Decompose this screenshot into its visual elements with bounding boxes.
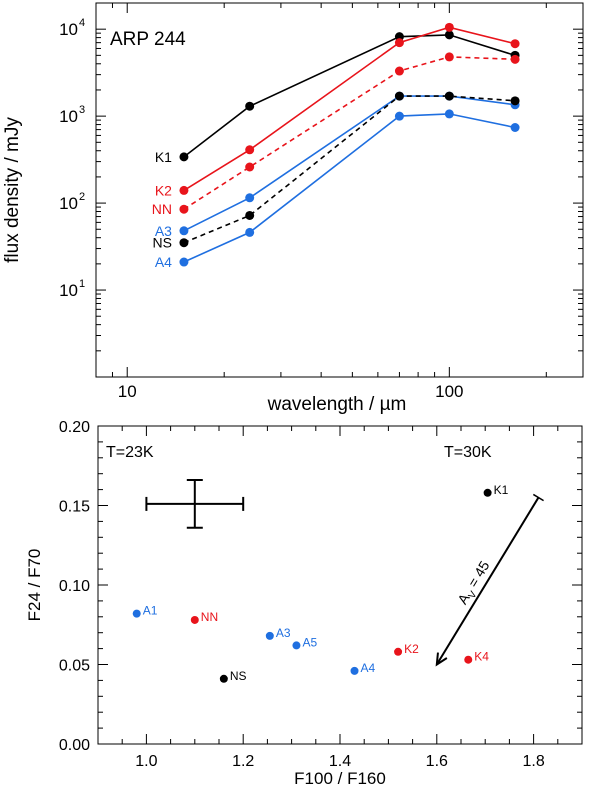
top-y-tick-label: 10 [59, 194, 78, 213]
point-label-ns: NS [230, 669, 247, 683]
annotation-t30k: T=30K [444, 444, 492, 461]
bottom-plot-frame [97, 425, 583, 745]
series-label-a3: A3 [155, 223, 172, 239]
top-series-lines [183, 26, 516, 263]
top-y-tick-exponent: 4 [79, 17, 85, 29]
point-nn [394, 66, 404, 76]
series-label-k1: K1 [155, 149, 172, 165]
point-ns [179, 238, 189, 248]
bottom-chart: 1.0 1.2 1.4 1.6 1.8 0.00 0.05 0.10 0.15 0.20 K1 A1… [25, 419, 583, 788]
bottom-y-tick-label: 0.05 [59, 658, 90, 675]
point-label-a4: A4 [361, 661, 376, 675]
point-nn [444, 52, 454, 62]
series-line-k2 [183, 26, 516, 192]
point-ns [510, 96, 520, 106]
point-a4 [394, 111, 404, 121]
series-line-k1 [183, 34, 516, 158]
point-nn [510, 54, 520, 64]
point-a3 [245, 193, 255, 203]
point-label-a3: A3 [276, 626, 291, 640]
bottom-x-tick-label: 1.6 [426, 753, 448, 770]
bottom-x-tick-label: 1.8 [522, 753, 544, 770]
series-label-ns: NS [152, 235, 171, 251]
point-label-k1: K1 [494, 483, 509, 497]
point-nn [179, 204, 189, 214]
top-y-tick-label: 10 [59, 20, 78, 39]
vector-tail-cap [532, 493, 544, 502]
point-k4 [464, 655, 473, 664]
bottom-points: K1 A1 NN A3 A5 K2 K4 A4 NS [132, 483, 509, 683]
top-y-tick-exponent: 2 [79, 191, 85, 203]
point-k1 [179, 152, 189, 162]
point-k1 [444, 30, 454, 40]
point-nn [245, 162, 255, 172]
point-a4 [179, 257, 189, 267]
series-label-k2: K2 [155, 182, 172, 198]
point-ns [444, 91, 454, 101]
top-x-axis-label: wavelength / µm [267, 394, 407, 415]
series-line-a3 [183, 95, 516, 232]
bottom-x-tick-label: 1.0 [135, 753, 157, 770]
point-a3 [265, 631, 274, 640]
annotation-t23k: T=23K [106, 444, 154, 461]
top-plot-frame [95, 2, 584, 378]
point-label-nn: NN [201, 610, 218, 624]
top-x-tick-label: 10 [118, 382, 137, 401]
top-y-axis-label: flux density / mJy [2, 117, 23, 263]
point-ns [245, 210, 255, 220]
point-a3 [179, 226, 189, 236]
top-series-points [179, 22, 520, 267]
series-line-nn [183, 56, 516, 210]
bottom-x-tick-label: 1.4 [329, 753, 351, 770]
error-bar [145, 479, 245, 529]
bottom-x-tick-label: 1.2 [232, 753, 254, 770]
series-label-a4: A4 [155, 254, 172, 270]
point-ns [219, 674, 228, 683]
point-a5 [292, 641, 301, 650]
vector-label-sub: V [467, 589, 480, 601]
top-chart-title: ARP 244 [110, 29, 186, 50]
point-label-k2: K2 [404, 642, 419, 656]
point-a4 [350, 666, 359, 675]
point-k2 [394, 647, 403, 656]
bottom-axes: 1.0 1.2 1.4 1.6 1.8 0.00 0.05 0.10 0.15 0.20 [59, 419, 583, 770]
bottom-y-tick-label: 0.00 [59, 737, 90, 754]
bottom-y-tick-label: 0.10 [59, 578, 90, 595]
extinction-vector [435, 493, 544, 667]
vector-arrowhead [435, 652, 448, 667]
top-y-tick-label: 10 [59, 281, 78, 300]
point-k2 [510, 39, 520, 49]
bottom-y-tick-label: 0.20 [59, 419, 90, 436]
point-k2 [444, 22, 454, 32]
top-y-tick-exponent: 3 [79, 104, 85, 116]
vector-shaft [435, 497, 540, 666]
point-label-k4: K4 [474, 650, 489, 664]
top-y-tick-label: 10 [59, 107, 78, 126]
point-k1 [483, 488, 492, 497]
vector-label-value: = 45 [462, 558, 492, 593]
bottom-y-axis-label: F24 / F70 [25, 549, 44, 622]
point-label-a1: A1 [143, 604, 158, 618]
extinction-vector-label: AV = 45 [454, 558, 496, 609]
point-k2 [179, 185, 189, 195]
top-x-tick-label: 100 [435, 382, 463, 401]
top-y-tick-exponent: 1 [79, 278, 85, 290]
point-k1 [245, 101, 255, 111]
point-k2 [245, 145, 255, 155]
point-a4 [444, 109, 454, 119]
bottom-x-axis-label: F100 / F160 [294, 769, 386, 788]
point-a1 [132, 609, 141, 618]
bottom-y-tick-label: 0.15 [59, 499, 90, 516]
series-label-nn: NN [152, 201, 172, 217]
point-nn [190, 615, 199, 624]
point-a4 [510, 123, 520, 133]
point-ns [394, 91, 404, 101]
point-k2 [394, 38, 404, 48]
point-a4 [245, 227, 255, 237]
point-label-a5: A5 [302, 635, 317, 649]
